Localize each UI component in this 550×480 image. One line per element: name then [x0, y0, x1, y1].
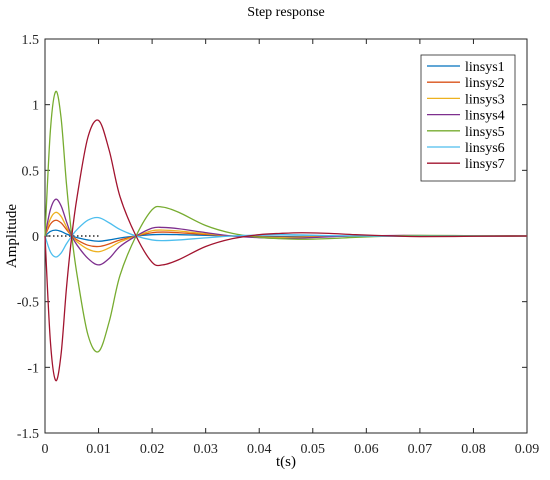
- series-line-linsys6: [44, 216, 528, 258]
- x-tick-label: 0.08: [461, 442, 486, 457]
- x-tick-label: 0.03: [193, 442, 218, 457]
- legend-box: [420, 54, 516, 182]
- x-tick-label: 0.09: [515, 442, 540, 457]
- legend-label: linsys4: [465, 109, 505, 124]
- y-tick-label: -0.5: [17, 296, 39, 311]
- legend: linsys1linsys2linsys3linsys4linsys5linsy…: [420, 54, 516, 182]
- series-line-linsys5: [44, 90, 528, 353]
- y-tick-label: 0.5: [22, 164, 40, 179]
- y-tick-label: -1.5: [17, 427, 39, 442]
- y-axis: 1.5 1 0.5 0 -0.5 -1 -1.5: [17, 33, 527, 442]
- legend-label: linsys3: [465, 92, 505, 107]
- x-axis-label: t(s): [276, 454, 296, 470]
- x-tick-label: 0.06: [354, 442, 379, 457]
- y-tick-label: -1: [27, 361, 39, 376]
- legend-label: linsys2: [465, 76, 505, 91]
- y-tick-label: 1.5: [22, 33, 40, 48]
- y-tick-label: 1: [32, 99, 39, 114]
- x-tick-label: 0.01: [86, 442, 111, 457]
- x-tick-label: 0.02: [140, 442, 165, 457]
- legend-label: linsys7: [465, 157, 505, 172]
- x-tick-label: 0.07: [408, 442, 433, 457]
- y-axis-label: Amplitude: [4, 204, 20, 269]
- y-tick-label: 0: [32, 230, 39, 245]
- x-tick-label: 0.04: [247, 442, 272, 457]
- chart-title: Step response: [247, 5, 324, 20]
- legend-label: linsys5: [465, 125, 505, 140]
- series-line-linsys7: [44, 119, 528, 382]
- x-tick-label: 0.05: [301, 442, 326, 457]
- x-axis: 0 0.01 0.02 0.03 0.04 0.05 0.06 0.07 0.08 0.09: [42, 39, 540, 457]
- x-tick-label: 0: [42, 442, 49, 457]
- legend-label: linsys6: [465, 141, 505, 156]
- series-layer: [44, 90, 528, 382]
- legend-label: linsys1: [465, 60, 505, 75]
